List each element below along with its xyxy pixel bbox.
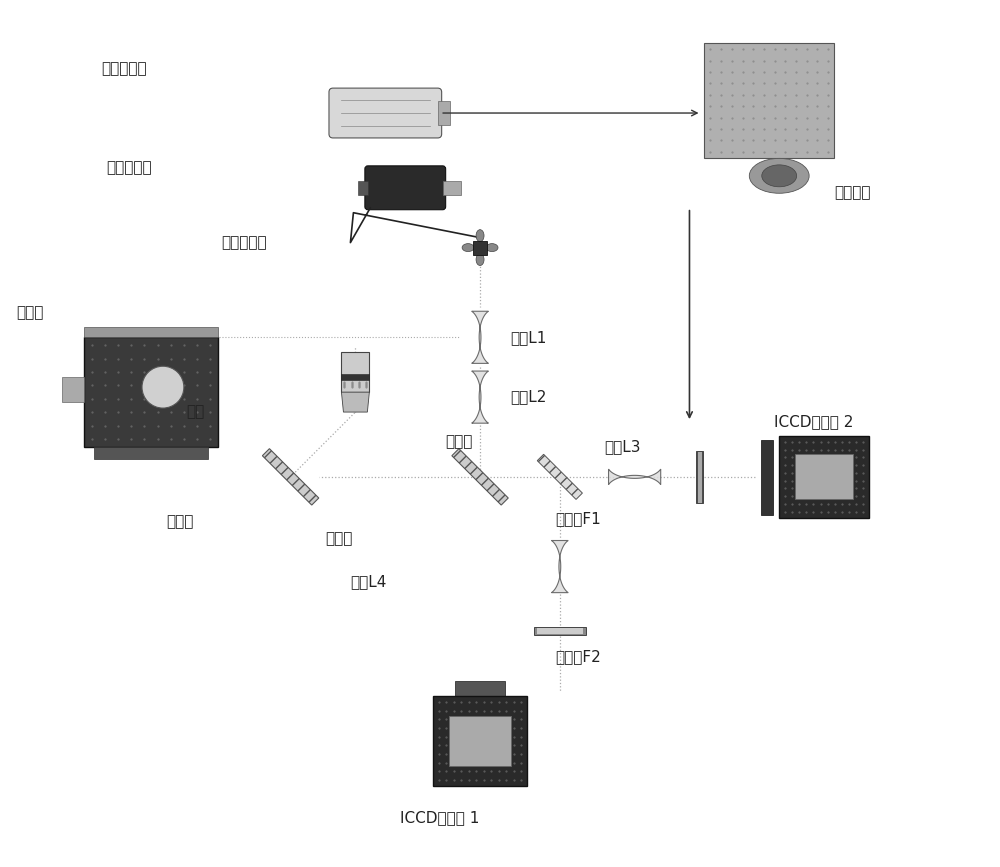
Text: 物镜: 物镜 bbox=[186, 405, 204, 420]
Polygon shape bbox=[551, 540, 568, 593]
Polygon shape bbox=[472, 311, 488, 363]
Text: ICCD探测器 2: ICCD探测器 2 bbox=[774, 414, 854, 429]
Bar bbox=[94, 447, 208, 459]
Text: ICCD探测器 1: ICCD探测器 1 bbox=[400, 811, 480, 825]
Text: 透镜L1: 透镜L1 bbox=[510, 329, 546, 345]
Ellipse shape bbox=[749, 159, 809, 193]
Polygon shape bbox=[472, 371, 488, 423]
Ellipse shape bbox=[462, 244, 474, 251]
Bar bbox=[62, 377, 84, 402]
Text: 滤光片F2: 滤光片F2 bbox=[555, 649, 601, 664]
Text: 个人电脑: 个人电脑 bbox=[834, 186, 871, 200]
Ellipse shape bbox=[142, 366, 184, 408]
Bar bbox=[761, 440, 773, 515]
Text: 透镜L2: 透镜L2 bbox=[510, 389, 546, 405]
Bar bbox=[358, 181, 368, 195]
Text: 双色镜: 双色镜 bbox=[325, 531, 353, 546]
Bar bbox=[84, 337, 218, 447]
Text: 时序产生器: 时序产生器 bbox=[101, 61, 147, 75]
Bar bbox=[779, 436, 869, 518]
Text: 滤光片F1: 滤光片F1 bbox=[555, 512, 601, 526]
Bar bbox=[449, 716, 511, 766]
Bar bbox=[443, 181, 461, 195]
Bar bbox=[452, 448, 508, 505]
Text: 脉冲激光器: 脉冲激光器 bbox=[106, 160, 152, 175]
Bar bbox=[537, 454, 582, 499]
FancyBboxPatch shape bbox=[365, 166, 446, 210]
Bar bbox=[696, 451, 703, 503]
Ellipse shape bbox=[486, 244, 498, 251]
Bar bbox=[84, 328, 218, 337]
Bar bbox=[473, 241, 487, 255]
Text: 样品台: 样品台 bbox=[16, 305, 44, 320]
Bar bbox=[433, 696, 527, 786]
Polygon shape bbox=[609, 469, 661, 485]
Ellipse shape bbox=[762, 165, 797, 186]
Text: 光纤输出头: 光纤输出头 bbox=[221, 235, 266, 250]
Bar bbox=[262, 448, 319, 505]
Ellipse shape bbox=[476, 230, 484, 242]
FancyBboxPatch shape bbox=[329, 88, 442, 138]
Ellipse shape bbox=[476, 253, 484, 265]
Polygon shape bbox=[341, 392, 369, 412]
Bar bbox=[537, 629, 583, 635]
Bar bbox=[341, 352, 369, 392]
Bar bbox=[455, 681, 505, 696]
Text: 反射镜: 反射镜 bbox=[166, 514, 193, 529]
Bar bbox=[341, 375, 369, 380]
Text: 透镜L3: 透镜L3 bbox=[605, 440, 641, 454]
Text: 分束镜: 分束镜 bbox=[445, 434, 473, 449]
Bar bbox=[534, 628, 586, 636]
Bar bbox=[438, 101, 450, 125]
Text: 透镜L4: 透镜L4 bbox=[350, 574, 387, 589]
Bar bbox=[795, 454, 853, 499]
Bar bbox=[704, 43, 834, 158]
